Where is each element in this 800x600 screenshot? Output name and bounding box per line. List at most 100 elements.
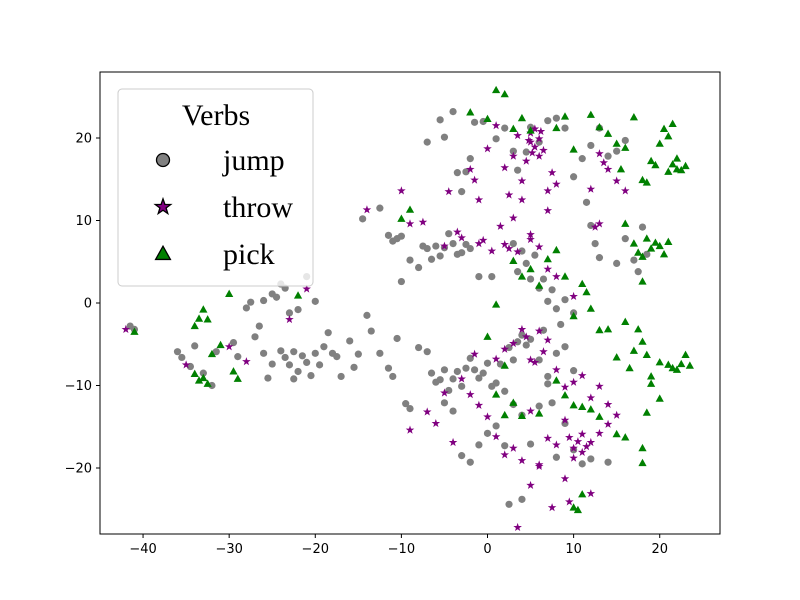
data-point-jump (548, 399, 556, 407)
data-point-jump (561, 296, 569, 304)
legend-label-throw: throw (223, 191, 293, 224)
data-point-jump (501, 387, 509, 395)
data-point-jump (630, 256, 638, 264)
legend-marker-throw (153, 196, 173, 216)
data-point-pick (629, 239, 638, 247)
data-point-jump (582, 198, 591, 206)
legend-entry-pick: pick (154, 238, 275, 271)
data-point-jump (406, 256, 414, 264)
data-point-pick (629, 346, 638, 354)
data-point-throw (397, 186, 406, 195)
data-point-jump (333, 353, 341, 361)
data-point-jump (212, 348, 220, 356)
data-point-throw (504, 244, 514, 253)
data-point-pick (647, 379, 656, 387)
data-point-jump (178, 353, 186, 362)
data-point-jump (613, 147, 621, 155)
data-point-pick (647, 244, 656, 252)
data-point-pick (642, 178, 651, 186)
data-point-jump (458, 188, 466, 196)
legend-title: Verbs (182, 99, 250, 132)
data-point-pick (569, 503, 578, 511)
y-tick-label: −20 (65, 462, 92, 477)
data-point-pick (483, 332, 492, 340)
data-point-jump (621, 235, 629, 243)
data-point-pick (668, 160, 677, 168)
legend: Verbs jump throw pick (117, 88, 314, 287)
data-point-jump (402, 400, 410, 408)
data-point-pick (638, 443, 647, 452)
data-point-throw (242, 357, 251, 366)
data-point-pick (664, 132, 673, 140)
data-point-jump (247, 298, 255, 306)
data-point-throw (491, 354, 501, 363)
series-throw (121, 121, 630, 532)
data-point-jump (557, 320, 565, 329)
data-point-pick (586, 405, 595, 413)
data-point-jump (505, 500, 513, 508)
data-point-jump (440, 133, 449, 141)
data-point-jump (604, 458, 612, 466)
data-point-jump (587, 221, 595, 230)
data-point-jump (570, 367, 578, 375)
data-point-throw (534, 460, 544, 469)
data-point-pick (595, 325, 604, 334)
data-point-throw (483, 412, 492, 421)
x-tick-label: 20 (651, 542, 668, 557)
data-point-jump (294, 306, 302, 314)
data-point-jump (453, 169, 461, 177)
data-point-throw (517, 176, 527, 185)
data-point-throw (569, 453, 578, 462)
data-point-jump (458, 249, 466, 257)
y-tick-label: 0 (84, 297, 92, 312)
data-point-jump (350, 363, 358, 371)
data-point-throw (530, 357, 540, 367)
data-point-jump (492, 379, 500, 387)
data-point-pick (578, 402, 587, 410)
data-point-jump (440, 366, 449, 374)
data-point-pick (526, 264, 535, 273)
data-point-jump (346, 337, 354, 345)
data-point-pick (672, 154, 682, 162)
data-point-throw (612, 176, 621, 185)
x-tick-label: 0 (483, 542, 491, 557)
data-point-jump (234, 353, 242, 361)
data-point-jump (415, 343, 423, 352)
data-point-jump (242, 304, 250, 312)
data-point-pick (207, 349, 217, 358)
data-point-jump (397, 232, 405, 240)
data-point-pick (634, 248, 643, 256)
data-point-jump (552, 453, 560, 461)
data-point-throw (543, 186, 553, 195)
data-point-jump (440, 399, 449, 407)
data-point-pick (655, 394, 664, 402)
data-point-pick (552, 123, 561, 132)
data-point-throw (573, 437, 583, 446)
data-point-throw (517, 324, 527, 334)
data-point-pick (560, 112, 570, 120)
data-point-throw (526, 230, 535, 239)
data-point-throw (552, 365, 561, 374)
data-point-throw (534, 326, 544, 335)
data-point-jump (367, 327, 375, 335)
data-point-jump (208, 381, 216, 390)
data-point-jump (544, 380, 552, 388)
data-point-pick (190, 321, 199, 330)
data-point-jump (518, 331, 526, 339)
data-point-throw (466, 164, 475, 173)
data-point-pick (500, 410, 509, 419)
data-point-pick (526, 126, 535, 134)
data-point-pick (664, 167, 673, 175)
data-point-throw (478, 235, 488, 244)
data-point-throw (586, 437, 596, 447)
data-point-throw (474, 400, 484, 409)
data-point-pick (685, 361, 694, 369)
legend-box (117, 88, 314, 287)
data-point-jump (363, 311, 371, 319)
data-point-jump (578, 155, 586, 163)
data-point-jump (449, 108, 457, 116)
data-point-jump (432, 242, 440, 250)
data-point-jump (384, 231, 393, 239)
data-point-jump (406, 405, 414, 413)
